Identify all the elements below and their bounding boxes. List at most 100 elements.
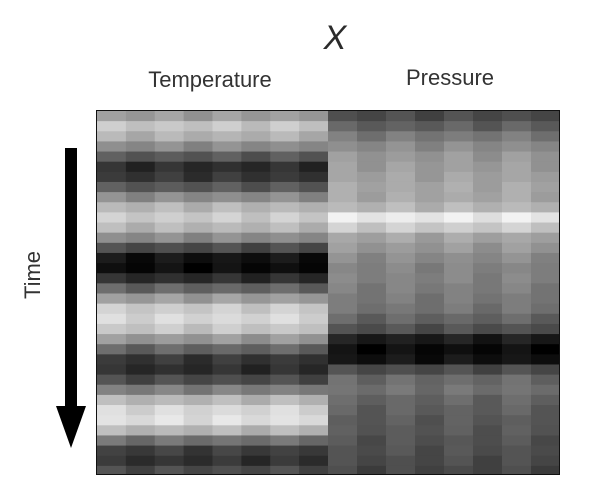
temperature-cell bbox=[212, 232, 242, 244]
temperature-cell bbox=[125, 242, 156, 254]
pressure-cell bbox=[357, 212, 387, 224]
pressure-cell bbox=[502, 394, 532, 406]
pressure-cell bbox=[473, 384, 503, 396]
pressure-cell bbox=[328, 425, 358, 437]
temperature-cell bbox=[125, 405, 156, 416]
temperature-cell bbox=[270, 141, 300, 153]
temperature-cell bbox=[241, 111, 271, 122]
temperature-cell bbox=[299, 303, 328, 315]
temperature-cell bbox=[299, 171, 328, 183]
temperature-cell bbox=[212, 354, 242, 366]
pressure-cell bbox=[502, 425, 532, 437]
temperature-cell bbox=[125, 374, 156, 386]
pressure-cell bbox=[531, 445, 559, 457]
temperature-cell bbox=[270, 435, 300, 447]
temperature-cell bbox=[154, 323, 185, 335]
temperature-cell bbox=[97, 111, 127, 122]
pressure-cell bbox=[473, 455, 503, 467]
pressure-cell bbox=[531, 232, 559, 244]
pressure-cell bbox=[328, 455, 358, 467]
pressure-cell bbox=[328, 344, 358, 355]
pressure-cell bbox=[328, 212, 358, 224]
temperature-cell bbox=[270, 222, 300, 234]
pressure-cell bbox=[357, 171, 387, 183]
temperature-cell bbox=[299, 131, 328, 143]
temperature-cell bbox=[183, 364, 214, 376]
pressure-cell bbox=[357, 181, 387, 193]
pressure-cell bbox=[357, 242, 387, 254]
pressure-cell bbox=[502, 131, 532, 143]
temperature-cell bbox=[183, 334, 214, 345]
temperature-cell bbox=[183, 445, 214, 457]
temperature-cell bbox=[183, 283, 214, 295]
pressure-cell bbox=[415, 435, 445, 447]
pressure-cell bbox=[357, 323, 387, 335]
pressure-cell bbox=[415, 313, 445, 325]
pressure-cell bbox=[357, 435, 387, 447]
temperature-cell bbox=[270, 111, 300, 122]
pressure-cell bbox=[444, 212, 474, 224]
temperature-cell bbox=[299, 252, 328, 264]
temperature-cell bbox=[125, 232, 156, 244]
temperature-cell bbox=[270, 273, 300, 284]
pressure-cell bbox=[415, 425, 445, 437]
temperature-cell bbox=[97, 313, 127, 325]
temperature-cell bbox=[241, 222, 271, 234]
pressure-cell bbox=[415, 293, 445, 305]
pressure-cell bbox=[386, 293, 416, 305]
pressure-cell bbox=[357, 303, 387, 315]
temperature-cell bbox=[183, 222, 214, 234]
temperature-cell bbox=[270, 425, 300, 437]
pressure-cell bbox=[502, 202, 532, 213]
pressure-cell bbox=[328, 161, 358, 173]
pressure-cell bbox=[473, 121, 503, 132]
temperature-cell bbox=[125, 121, 156, 132]
temperature-cell bbox=[154, 202, 185, 213]
pressure-cell bbox=[473, 465, 503, 474]
temperature-cell bbox=[241, 283, 271, 295]
temperature-cell bbox=[97, 445, 127, 457]
temperature-cell bbox=[154, 354, 185, 366]
temperature-cell bbox=[212, 171, 242, 183]
pressure-cell bbox=[328, 242, 358, 254]
pressure-cell bbox=[473, 171, 503, 183]
pressure-cell bbox=[502, 161, 532, 173]
pressure-cell bbox=[357, 384, 387, 396]
pressure-cell bbox=[328, 354, 358, 366]
temperature-cell bbox=[154, 131, 185, 143]
pressure-cell bbox=[357, 141, 387, 153]
pressure-cell bbox=[357, 161, 387, 173]
temperature-cell bbox=[270, 192, 300, 203]
pressure-cell bbox=[415, 242, 445, 254]
pressure-cell bbox=[386, 354, 416, 366]
temperature-cell bbox=[270, 465, 300, 474]
pressure-cell bbox=[502, 151, 532, 163]
temperature-cell bbox=[97, 283, 127, 295]
pressure-cell bbox=[531, 252, 559, 264]
pressure-cell bbox=[444, 303, 474, 315]
temperature-cell bbox=[125, 313, 156, 325]
temperature-cell bbox=[183, 405, 214, 416]
pressure-cell bbox=[386, 202, 416, 213]
temperature-cell bbox=[241, 364, 271, 376]
temperature-cell bbox=[125, 252, 156, 264]
temperature-cell bbox=[270, 455, 300, 467]
pressure-cell bbox=[444, 334, 474, 345]
pressure-cell bbox=[531, 374, 559, 386]
pressure-cell bbox=[386, 222, 416, 234]
temperature-cell bbox=[299, 192, 328, 203]
pressure-cell bbox=[357, 415, 387, 426]
temperature-cell bbox=[241, 151, 271, 163]
pressure-cell bbox=[328, 445, 358, 457]
pressure-cell bbox=[415, 283, 445, 295]
pressure-cell bbox=[415, 131, 445, 143]
temperature-cell bbox=[183, 384, 214, 396]
pressure-cell bbox=[502, 141, 532, 153]
temperature-cell bbox=[212, 334, 242, 345]
temperature-cell bbox=[125, 293, 156, 305]
pressure-cell bbox=[328, 364, 358, 376]
temperature-cell bbox=[270, 293, 300, 305]
pressure-cell bbox=[328, 171, 358, 183]
pressure-cell bbox=[531, 354, 559, 366]
temperature-cell bbox=[212, 151, 242, 163]
